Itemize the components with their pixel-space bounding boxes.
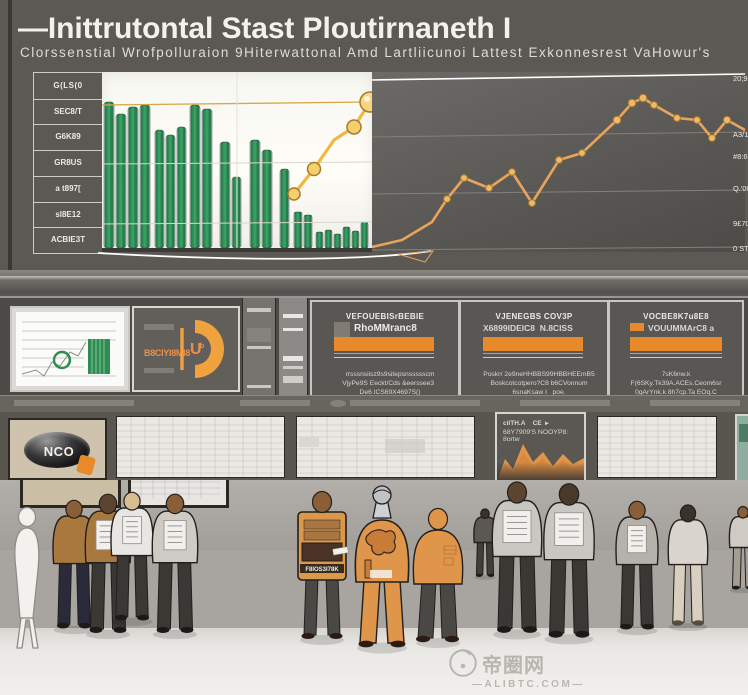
svg-text:b: b [200,343,204,350]
svg-text:F8IOS3I78K: F8IOS3I78K [305,567,339,573]
